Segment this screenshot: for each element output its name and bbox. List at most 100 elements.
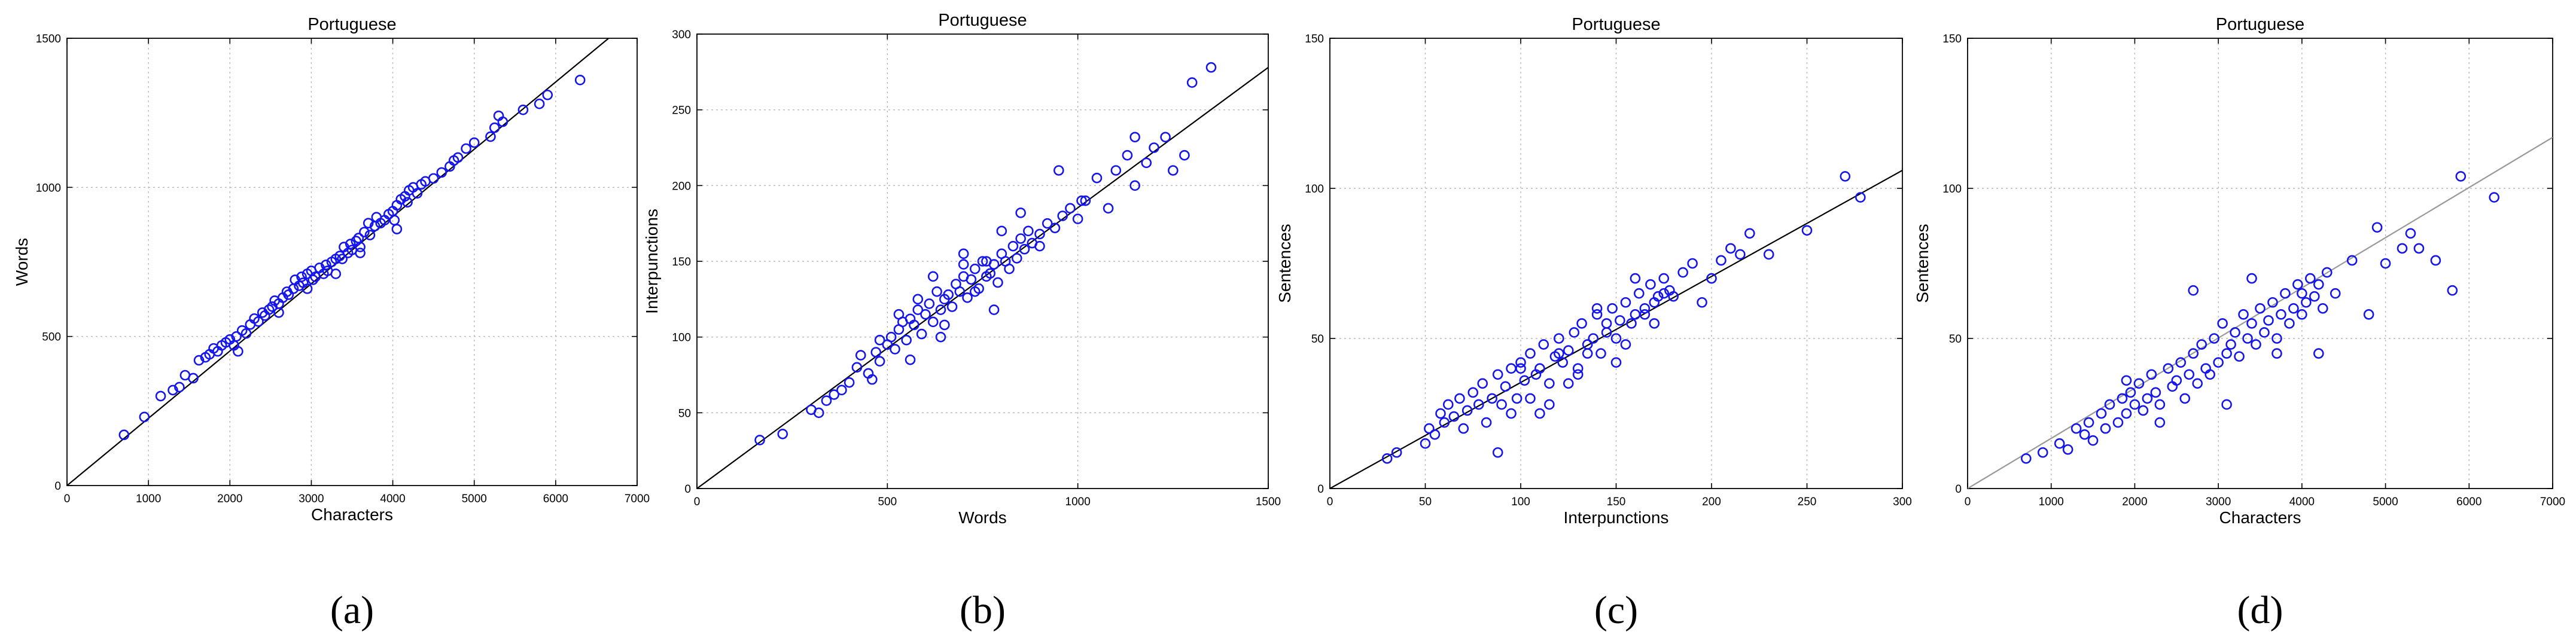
data-point: [2112, 417, 2124, 428]
data-point: [2070, 423, 2082, 434]
x-tick-label: 250: [1798, 496, 1817, 508]
x-tick-label: 0: [694, 496, 701, 508]
data-point: [1103, 203, 1114, 214]
data-point: [1004, 263, 1015, 274]
data-point: [542, 89, 553, 100]
data-point: [1381, 453, 1393, 464]
data-point: [193, 355, 205, 366]
data-point: [1716, 255, 1727, 266]
data-point: [2021, 453, 2032, 464]
data-point: [1607, 303, 1618, 314]
data-point: [1110, 165, 1122, 176]
data-point: [1019, 243, 1030, 255]
data-point: [2234, 351, 2245, 362]
data-point: [1615, 315, 1625, 326]
data-point: [2271, 333, 2282, 344]
data-point: [2280, 288, 2291, 299]
data-point: [935, 304, 946, 315]
y-tick-label: 150: [1305, 33, 1324, 45]
data-point: [364, 230, 376, 240]
data-point: [1500, 381, 1511, 392]
data-point: [1160, 132, 1171, 143]
data-point: [946, 301, 958, 312]
data-point: [1534, 363, 1545, 374]
data-point: [977, 256, 988, 267]
data-point: [485, 131, 496, 142]
data-point: [927, 316, 939, 328]
chart-title: Portuguese: [307, 15, 396, 34]
data-point: [927, 271, 939, 282]
data-point: [1424, 423, 1435, 434]
y-tick-label: 100: [672, 332, 691, 344]
data-point: [1763, 249, 1774, 260]
data-point: [844, 377, 855, 388]
data-point: [1563, 378, 1574, 389]
data-point: [2179, 393, 2191, 404]
data-point: [355, 248, 366, 258]
data-point: [253, 316, 264, 327]
data-point: [2142, 393, 2153, 404]
data-point: [2209, 333, 2219, 344]
data-point: [1610, 333, 1622, 344]
y-tick-label: 150: [1942, 33, 1962, 45]
data-point: [2397, 243, 2408, 254]
data-point: [2309, 291, 2320, 302]
data-point: [912, 294, 924, 305]
data-point: [273, 307, 284, 318]
y-tick-label: 200: [672, 180, 691, 193]
data-point: [1630, 273, 1641, 284]
data-point: [2371, 222, 2383, 233]
data-point: [1439, 417, 1450, 428]
data-point: [969, 286, 981, 297]
y-tick-label: 0: [1317, 483, 1324, 496]
data-point: [867, 374, 878, 385]
data-point: [1473, 399, 1484, 410]
data-point: [1012, 253, 1022, 264]
data-point: [2259, 327, 2270, 338]
data-point: [1525, 393, 1536, 404]
data-point: [2301, 297, 2312, 308]
data-point: [1639, 309, 1651, 320]
data-point: [1487, 393, 1497, 404]
y-tick-label: 0: [54, 480, 61, 493]
data-point: [257, 307, 268, 318]
data-point: [1576, 318, 1587, 329]
data-point: [2380, 258, 2391, 269]
x-tick-label: 6000: [543, 493, 568, 505]
data-point: [855, 350, 866, 361]
x-tick-label: 1500: [1256, 496, 1281, 508]
data-point: [943, 289, 954, 300]
chart-panel-4: 0 1000 2000 3000 4000 5000 6000 7000 0 50 100 150 Po…: [1913, 15, 2565, 632]
data-point: [2079, 429, 2090, 440]
data-point: [1591, 303, 1603, 314]
data-point: [452, 152, 464, 163]
data-point: [2246, 273, 2257, 284]
x-axis-label: Characters: [2219, 508, 2301, 527]
y-axis-label: Interpunctions: [643, 209, 661, 314]
data-point: [920, 309, 931, 320]
x-axis-label: Words: [958, 508, 1006, 527]
y-tick-label: 100: [1942, 183, 1962, 196]
x-tick-label: 6000: [2456, 496, 2481, 508]
x-tick-label: 4000: [2289, 496, 2315, 508]
data-point: [2121, 408, 2132, 419]
data-point: [1725, 243, 1736, 254]
data-point: [174, 381, 185, 393]
data-point: [2271, 348, 2282, 359]
data-point: [874, 356, 885, 367]
data-point: [1007, 240, 1019, 252]
data-point: [2430, 255, 2441, 266]
data-point: [2192, 378, 2203, 389]
data-point: [1534, 408, 1545, 419]
panel-label: (a): [330, 588, 374, 632]
data-point: [1538, 339, 1549, 350]
data-point: [155, 390, 166, 402]
data-point: [1477, 378, 1488, 389]
data-point: [777, 428, 788, 439]
y-tick-label: 50: [1311, 333, 1324, 346]
data-point: [2225, 339, 2236, 350]
data-point: [966, 274, 977, 285]
data-point: [1492, 447, 1503, 458]
data-point: [2447, 285, 2458, 296]
data-point: [2175, 357, 2187, 368]
